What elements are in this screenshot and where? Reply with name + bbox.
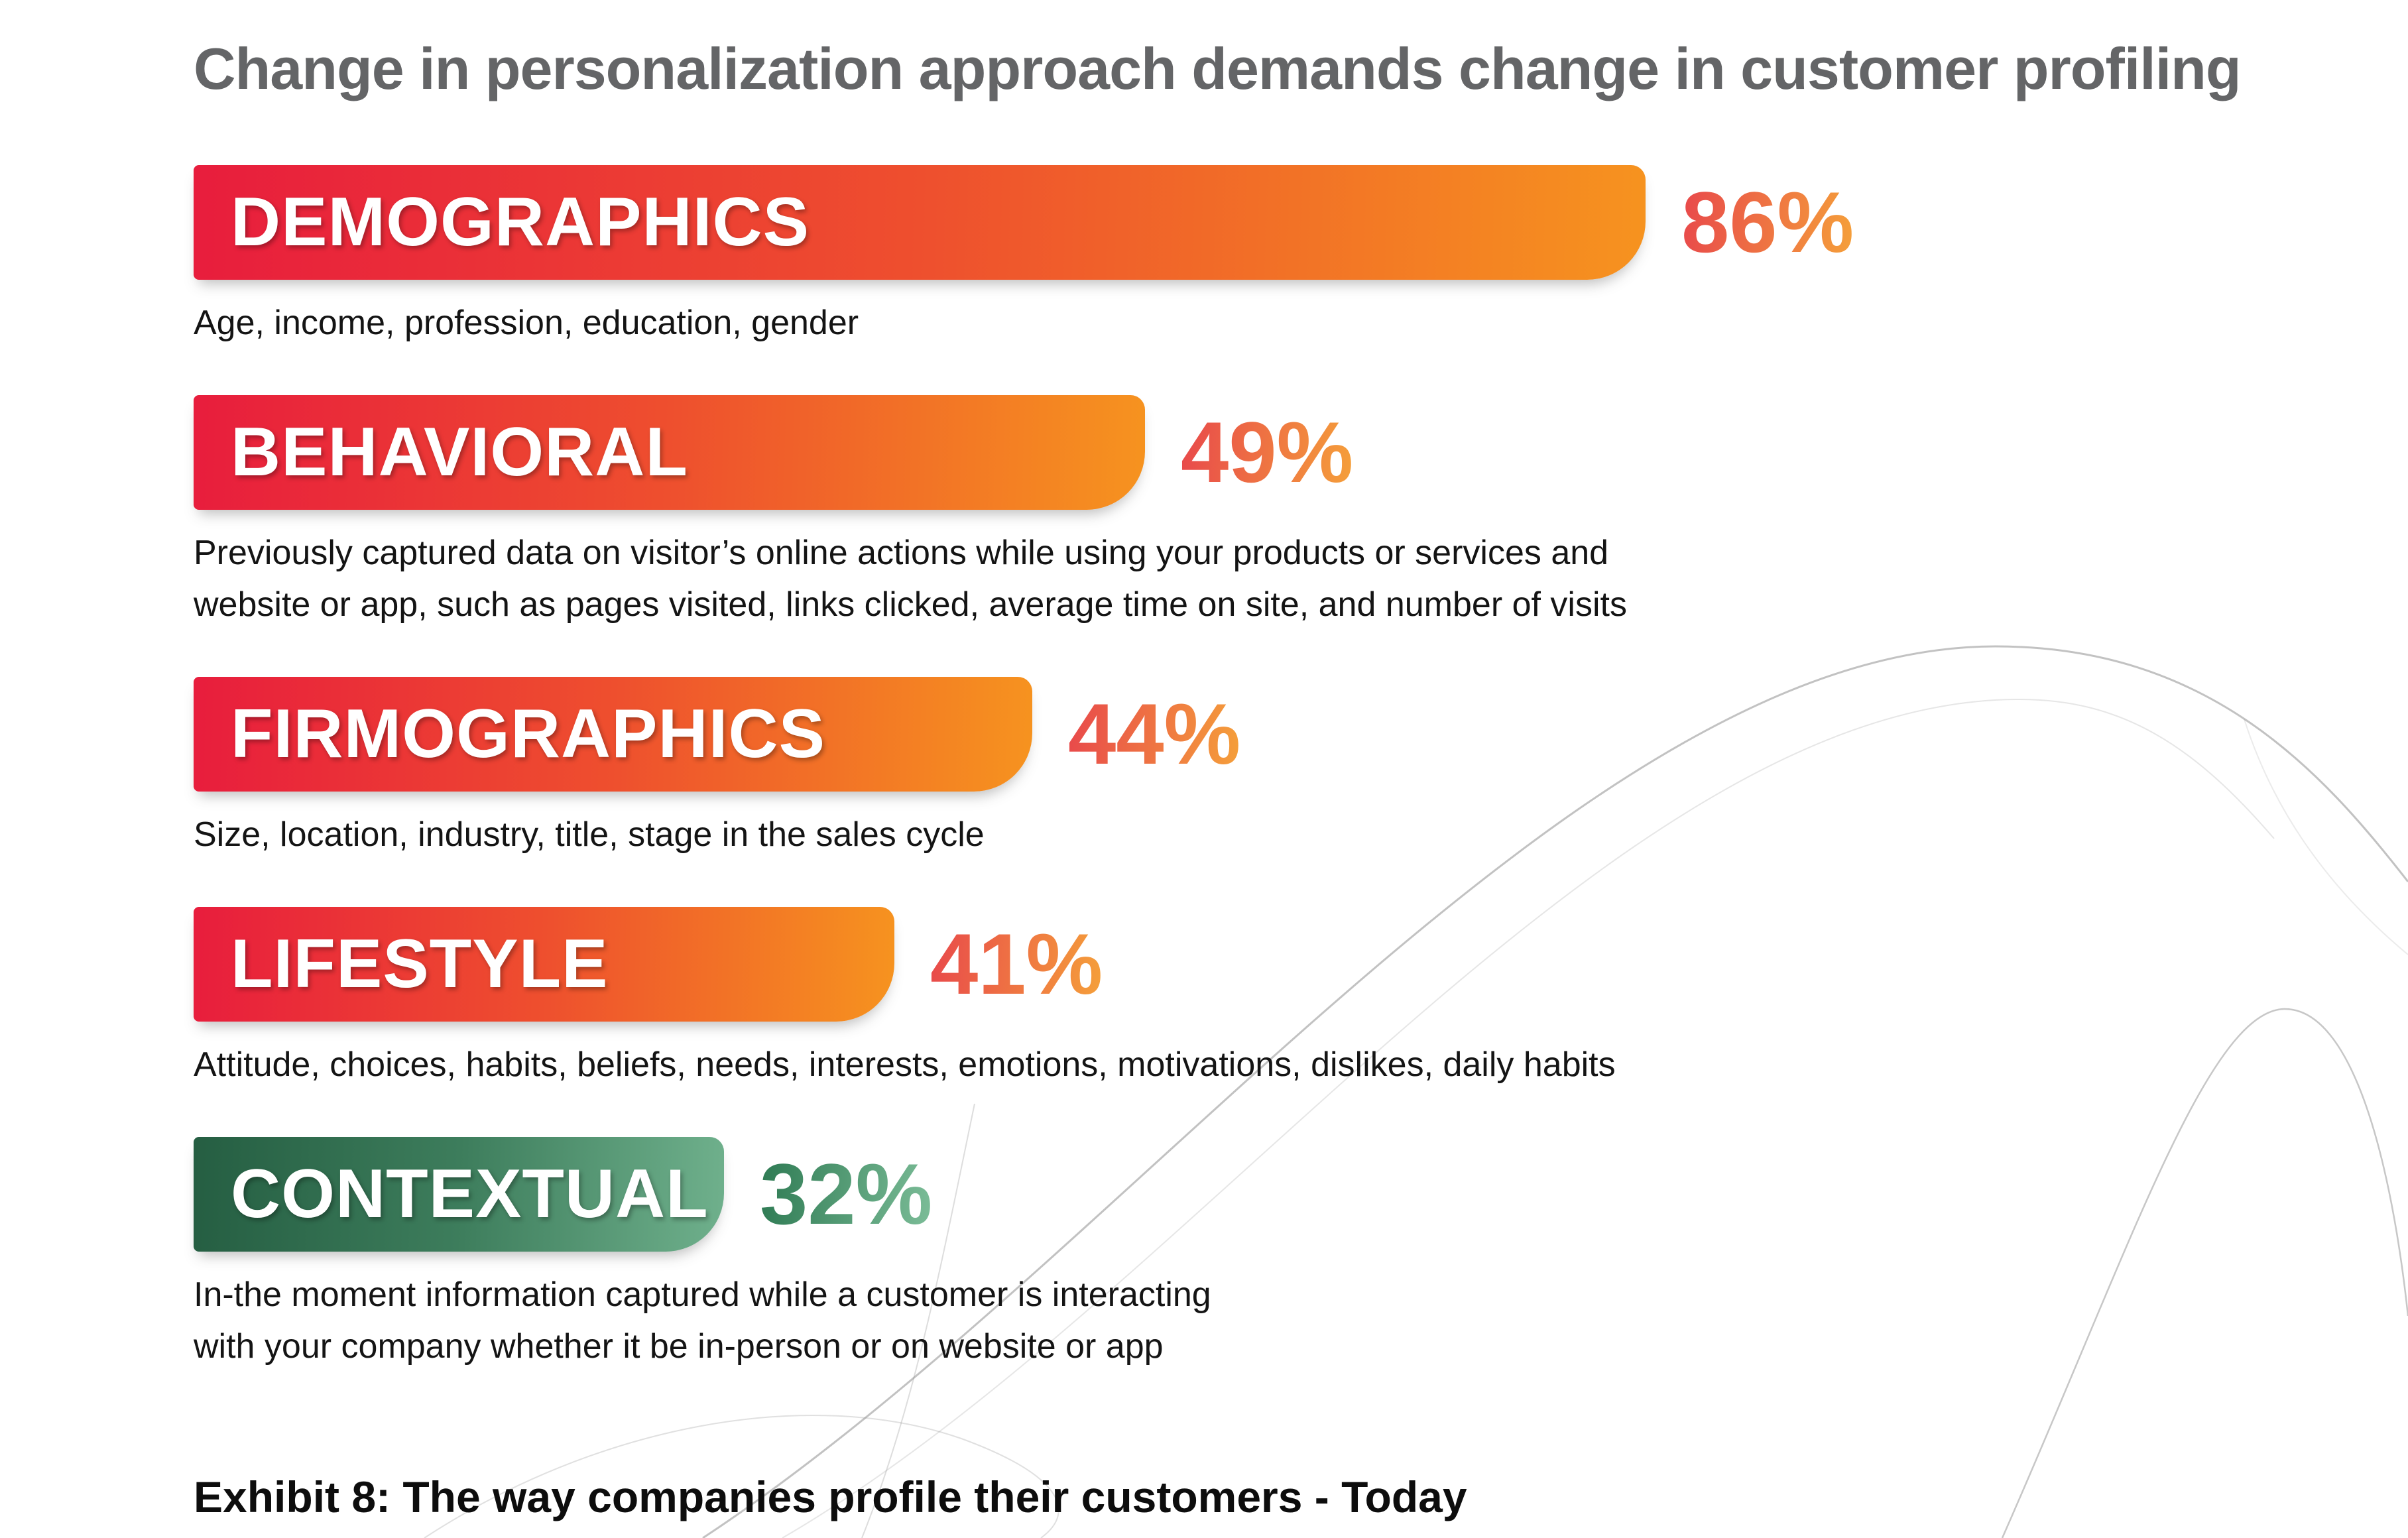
category-bar: BEHAVIORAL <box>194 394 1145 510</box>
description-line: Attitude, choices, habits, beliefs, need… <box>194 1045 1616 1084</box>
category-percentage: 49% <box>1181 404 1354 501</box>
category-description: Attitude, choices, habits, beliefs, need… <box>194 1039 2368 1091</box>
bar-line: CONTEXTUAL 32% <box>194 1136 2368 1252</box>
category-label: FIRMOGRAPHICS <box>231 695 825 773</box>
bar-chart: DEMOGRAPHICS 86% Age, income, profession… <box>194 164 2368 1372</box>
category-bar: LIFESTYLE <box>194 906 894 1022</box>
bar-line: FIRMOGRAPHICS 44% <box>194 676 2368 792</box>
category-description: Age, income, profession, education, gend… <box>194 297 2368 349</box>
bar-line: DEMOGRAPHICS 86% <box>194 164 2368 280</box>
profile-category-row: FIRMOGRAPHICS 44% Size, location, indust… <box>194 676 2368 860</box>
description-line: Age, income, profession, education, gend… <box>194 303 859 342</box>
profile-category-row: DEMOGRAPHICS 86% Age, income, profession… <box>194 164 2368 349</box>
category-percentage: 32% <box>760 1146 933 1243</box>
description-line: Previously captured data on visitor’s on… <box>194 533 1609 572</box>
chart-title: Change in personalization approach deman… <box>194 36 2242 101</box>
profile-category-row: CONTEXTUAL 32% In-the moment information… <box>194 1136 2368 1372</box>
bar-line: LIFESTYLE 41% <box>194 906 2368 1022</box>
category-label: CONTEXTUAL <box>231 1155 709 1233</box>
category-label: LIFESTYLE <box>231 925 609 1003</box>
category-bar: CONTEXTUAL <box>194 1136 724 1252</box>
profile-category-row: BEHAVIORAL 49% Previously captured data … <box>194 394 2368 630</box>
category-bar: FIRMOGRAPHICS <box>194 676 1032 792</box>
category-label: DEMOGRAPHICS <box>231 184 810 261</box>
exhibit-caption: Exhibit 8: The way companies profile the… <box>194 1472 1467 1521</box>
category-percentage: 41% <box>930 916 1103 1013</box>
category-label: BEHAVIORAL <box>231 414 688 491</box>
description-line: with your company whether it be in-perso… <box>194 1327 1164 1366</box>
category-description: Size, location, industry, title, stage i… <box>194 809 2368 860</box>
category-bar: DEMOGRAPHICS <box>194 164 1646 280</box>
description-line: website or app, such as pages visited, l… <box>194 585 1627 624</box>
category-description: In-the moment information captured while… <box>194 1269 2368 1372</box>
profile-category-row: LIFESTYLE 41% Attitude, choices, habits,… <box>194 906 2368 1091</box>
description-line: In-the moment information captured while… <box>194 1275 1211 1314</box>
bar-line: BEHAVIORAL 49% <box>194 394 2368 510</box>
category-description: Previously captured data on visitor’s on… <box>194 527 2368 630</box>
category-percentage: 86% <box>1681 174 1854 271</box>
category-percentage: 44% <box>1068 685 1241 783</box>
description-line: Size, location, industry, title, stage i… <box>194 815 985 854</box>
